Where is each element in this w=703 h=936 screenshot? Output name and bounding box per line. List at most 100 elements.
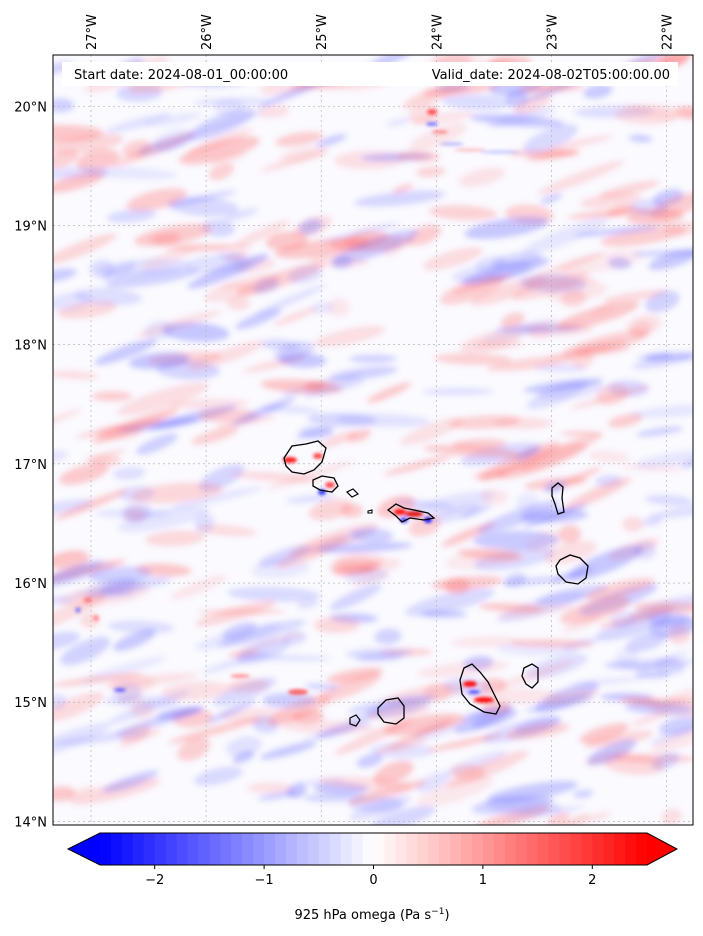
field-blob <box>143 112 202 127</box>
field-blob <box>122 502 152 523</box>
field-blob <box>608 413 643 428</box>
field-blob <box>53 268 77 283</box>
colorbar-segment <box>154 833 167 865</box>
colorbar-segment <box>110 833 123 865</box>
field-blob <box>584 730 654 749</box>
colorbar-tick-label: 0 <box>369 873 377 888</box>
colorbar-tick-label: 1 <box>479 873 487 888</box>
colorbar-segment <box>504 833 517 865</box>
field-blob <box>545 135 614 151</box>
field-feature <box>480 150 520 154</box>
field-blob <box>266 460 355 490</box>
coast-sal <box>551 482 565 515</box>
field-blob <box>458 167 506 187</box>
field-blob <box>430 504 481 524</box>
field-blob <box>145 530 206 547</box>
field-blob <box>273 306 318 326</box>
field-blob <box>305 683 339 691</box>
field-blob <box>631 710 669 727</box>
lat-label: 19°N <box>14 219 47 234</box>
field-blob <box>505 723 570 740</box>
field-feature <box>394 509 406 515</box>
field-blob <box>510 639 595 648</box>
colorbar-segment <box>417 833 429 865</box>
field-blob <box>480 488 509 505</box>
colorbar-segment <box>526 833 539 865</box>
colorbar-segment <box>340 833 353 865</box>
colorbar-segment <box>220 833 232 865</box>
field-blob <box>630 320 653 339</box>
field-blob <box>177 737 211 761</box>
field-blob <box>570 385 651 410</box>
field-blob <box>156 242 234 251</box>
colorbar-segment <box>515 833 528 865</box>
colorbar-segment <box>439 833 451 865</box>
field-blob <box>633 650 689 673</box>
field-blob <box>57 301 118 319</box>
field-blob <box>128 352 190 370</box>
field-blob <box>226 736 262 757</box>
field-blob <box>409 123 467 151</box>
field-blob <box>102 770 159 793</box>
colorbar-segment <box>165 833 178 865</box>
field-blob <box>505 805 584 820</box>
field-blob <box>513 93 552 115</box>
field-feature <box>426 122 438 126</box>
field-blob <box>456 548 523 561</box>
colorbar-segment <box>461 833 473 865</box>
field-blob <box>516 447 539 461</box>
field-blob <box>635 450 693 469</box>
field-feature <box>405 511 423 517</box>
field-feature <box>427 109 437 115</box>
field-blob <box>260 741 317 760</box>
colorbar-segment <box>176 833 189 865</box>
lon-label: 25°W <box>315 14 330 50</box>
field-blob <box>630 199 668 217</box>
field-blob <box>347 780 428 805</box>
coast-brava <box>349 714 361 727</box>
field-blob <box>558 524 582 544</box>
field-blob <box>171 486 264 509</box>
colorbar-segment <box>636 833 648 865</box>
field-blob <box>112 683 142 703</box>
field-blob <box>117 505 210 533</box>
field-blob <box>635 671 670 679</box>
colorbar-segment <box>559 833 572 865</box>
field-blob <box>495 660 575 690</box>
field-blob <box>254 284 326 316</box>
field-blob <box>602 289 668 303</box>
field-blob <box>540 193 563 204</box>
map-frame <box>52 54 694 826</box>
field-blob <box>329 366 398 381</box>
field-blob <box>53 409 81 432</box>
colorbar-segment <box>318 833 331 865</box>
field-blob <box>347 429 371 443</box>
field-blob <box>451 636 523 648</box>
field-blob <box>488 106 556 128</box>
field-blob <box>519 274 587 293</box>
field-blob <box>610 610 636 629</box>
field-blob <box>332 229 419 265</box>
field-blob <box>523 503 588 528</box>
field-blob <box>464 216 549 240</box>
colorbar-segment <box>329 833 342 865</box>
field-blob <box>567 208 651 219</box>
field-blob <box>526 149 580 161</box>
colorbar-segment <box>482 833 495 865</box>
coast-islet <box>367 509 373 514</box>
field-feature <box>313 453 323 459</box>
field-blob <box>129 482 224 504</box>
colorbar-segment <box>537 833 550 865</box>
colorbar: −2 −1 0 1 2 925 hPa omega (Pa s−1) <box>66 832 679 923</box>
field-blob <box>574 226 659 237</box>
omega-field-soft <box>53 55 693 825</box>
field-blob <box>374 628 402 645</box>
field-blob <box>105 267 200 288</box>
colorbar-segment <box>198 833 210 865</box>
coast-sao-vicente <box>312 475 339 493</box>
field-blob <box>649 502 693 519</box>
field-blob <box>392 184 414 194</box>
field-blob <box>167 190 237 207</box>
field-blob <box>227 586 321 602</box>
field-blob <box>460 708 496 721</box>
